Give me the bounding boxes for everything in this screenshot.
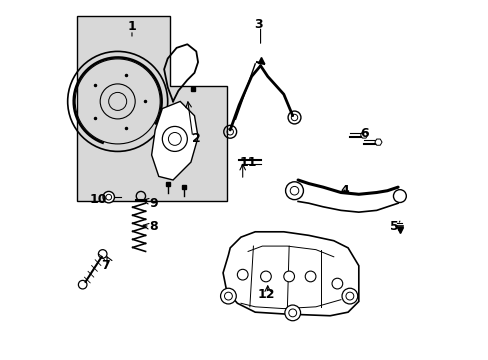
Circle shape (331, 278, 342, 289)
Circle shape (260, 271, 271, 282)
Text: 1: 1 (127, 20, 136, 33)
Circle shape (224, 292, 232, 300)
Text: 5: 5 (389, 220, 398, 233)
Text: 7: 7 (101, 259, 109, 272)
Circle shape (103, 192, 114, 203)
Circle shape (285, 305, 300, 321)
Polygon shape (77, 16, 226, 202)
Text: 4: 4 (340, 184, 348, 197)
Circle shape (288, 309, 296, 317)
Text: 2: 2 (191, 132, 200, 145)
Polygon shape (151, 102, 198, 180)
Circle shape (283, 271, 294, 282)
Text: 11: 11 (239, 156, 256, 168)
Polygon shape (223, 232, 358, 316)
Text: 9: 9 (149, 197, 158, 210)
Circle shape (106, 194, 111, 200)
Circle shape (345, 292, 353, 300)
Circle shape (220, 288, 236, 304)
Text: 6: 6 (359, 127, 368, 140)
Circle shape (305, 271, 315, 282)
Text: 8: 8 (149, 220, 158, 233)
Polygon shape (360, 132, 367, 138)
Text: 3: 3 (254, 18, 263, 31)
Polygon shape (374, 139, 381, 145)
Text: 10: 10 (89, 193, 106, 206)
Text: 12: 12 (257, 288, 274, 301)
Circle shape (341, 288, 357, 304)
Circle shape (237, 269, 247, 280)
